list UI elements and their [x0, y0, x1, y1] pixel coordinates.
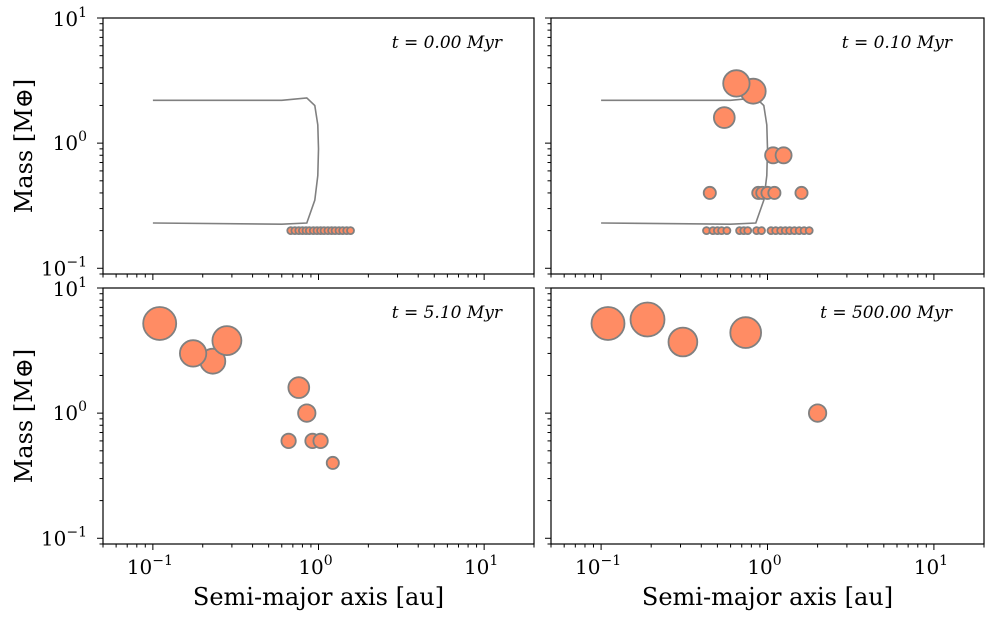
planet-point — [325, 455, 340, 470]
planet-point — [722, 226, 732, 236]
planet-point — [280, 432, 297, 449]
planet-point — [312, 432, 329, 449]
x-axis-label: Semi-major axis [au] — [642, 583, 893, 611]
planet-point — [743, 226, 753, 236]
y-tick-label: 100 — [53, 129, 87, 155]
x-tick-label: 101 — [914, 553, 948, 579]
planet-point — [722, 69, 751, 98]
x-tick-label: 10−1 — [575, 553, 621, 579]
boundary-curve — [152, 97, 320, 226]
planet-point — [179, 339, 208, 368]
planet-point — [757, 226, 766, 236]
planet-point — [142, 306, 178, 341]
panel-top-right: t = 0.10 Myr — [545, 17, 985, 280]
x-tick-label: 100 — [747, 553, 781, 579]
planet-point — [774, 146, 793, 165]
time-label: t = 0.10 Myr — [842, 33, 953, 53]
panel-bottom-right: 10−1 100 101 t = 500.00 Myr Semi-major axis … — [545, 287, 985, 611]
planet-point — [211, 325, 243, 357]
planet-point — [712, 106, 736, 129]
planet-point — [702, 185, 717, 200]
y-tick-label: 101 — [53, 5, 87, 31]
planet-point — [807, 403, 828, 423]
x-tick-label: 100 — [298, 553, 332, 579]
planet-point — [667, 326, 699, 358]
planet-point — [804, 226, 814, 236]
plot-area — [142, 306, 340, 470]
planet-point — [346, 226, 355, 236]
y-tick-label: 100 — [53, 399, 87, 425]
y-tick-label: 101 — [53, 275, 87, 301]
plot-area — [601, 69, 814, 236]
time-label: t = 0.00 Myr — [392, 33, 503, 53]
panel-top-left: 10−1 100 101 t = 0.00 Myr Mass [M⊕] — [10, 5, 535, 280]
planet-point — [629, 301, 666, 338]
y-axis-label: Mass [M⊕] — [10, 349, 38, 484]
time-label: t = 5.10 Myr — [392, 303, 503, 323]
planet-point — [794, 185, 809, 200]
x-tick-label: 10−1 — [127, 553, 173, 579]
planet-point — [590, 306, 626, 341]
x-tick-label: 101 — [464, 553, 498, 579]
y-tick-label: 10−1 — [41, 254, 87, 280]
time-label: t = 500.00 Myr — [820, 303, 953, 323]
y-axis-label: Mass [M⊕] — [10, 79, 38, 214]
planet-point — [297, 403, 317, 423]
planet-point — [287, 376, 311, 399]
x-axis-label: Semi-major axis [au] — [193, 583, 444, 611]
plot-area — [152, 97, 355, 236]
boundary-curve — [601, 97, 769, 226]
panel-bottom-left: 10−1 100 101 10−1 100 101 t = 5.10 Myr Semi-maj… — [10, 275, 535, 611]
planet-point — [767, 185, 782, 200]
plot-area — [590, 301, 828, 423]
y-tick-label: 10−1 — [41, 524, 87, 550]
planet-point — [729, 316, 762, 349]
